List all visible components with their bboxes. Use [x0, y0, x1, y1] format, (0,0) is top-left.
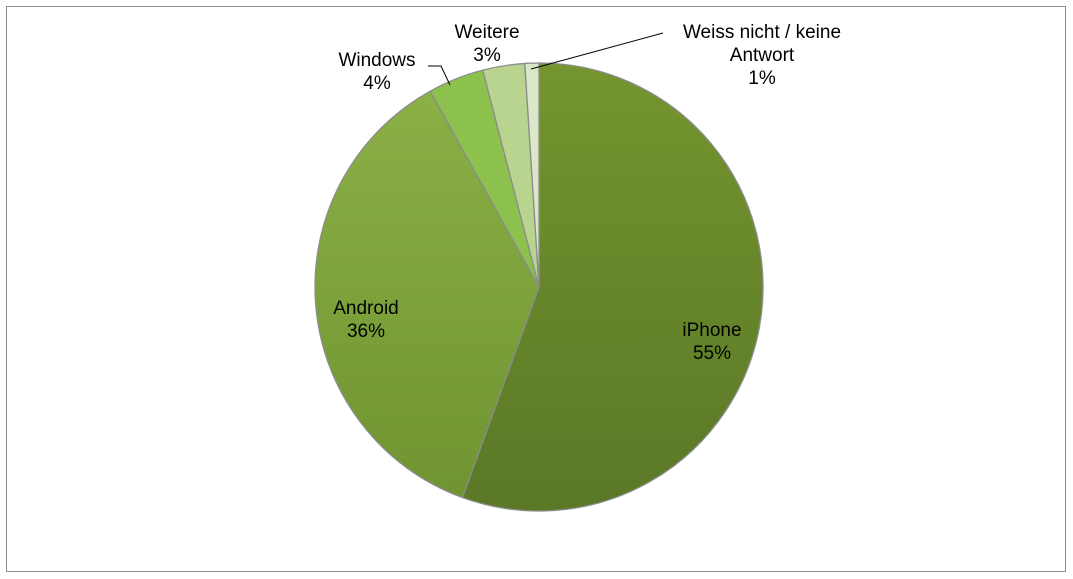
slice-label-weitere: Weitere 3% [432, 21, 542, 67]
percent-label: 36% [346, 321, 386, 342]
slice-label-android: Android 36% [311, 297, 421, 343]
percent-label: 1% [748, 68, 776, 89]
slice-label-windows: Windows 4% [322, 49, 432, 95]
category-label: Android [333, 298, 399, 319]
pie-slice-iphone [461, 62, 764, 512]
slice-label-weiss-nicht: Weiss nicht / keine Antwort 1% [667, 21, 857, 90]
chart-area: iPhone 55% Android 36% Windows 4% Weiter… [6, 6, 1066, 572]
leader-line-windows [428, 65, 451, 86]
percent-label: 55% [692, 343, 732, 364]
category-label: Windows [338, 50, 416, 71]
percent-label: 4% [363, 73, 391, 94]
pie-chart [314, 32, 764, 512]
pie-slice-weiss-nicht [524, 62, 540, 288]
leader-line-weiss-nicht [530, 32, 664, 70]
pie-slice-android [314, 90, 540, 499]
category-label: iPhone [682, 320, 742, 341]
category-label: Weitere [454, 22, 520, 43]
slice-label-iphone: iPhone 55% [657, 319, 767, 365]
category-label: Weiss nicht / keine Antwort [682, 22, 842, 66]
percent-label: 3% [473, 45, 501, 66]
